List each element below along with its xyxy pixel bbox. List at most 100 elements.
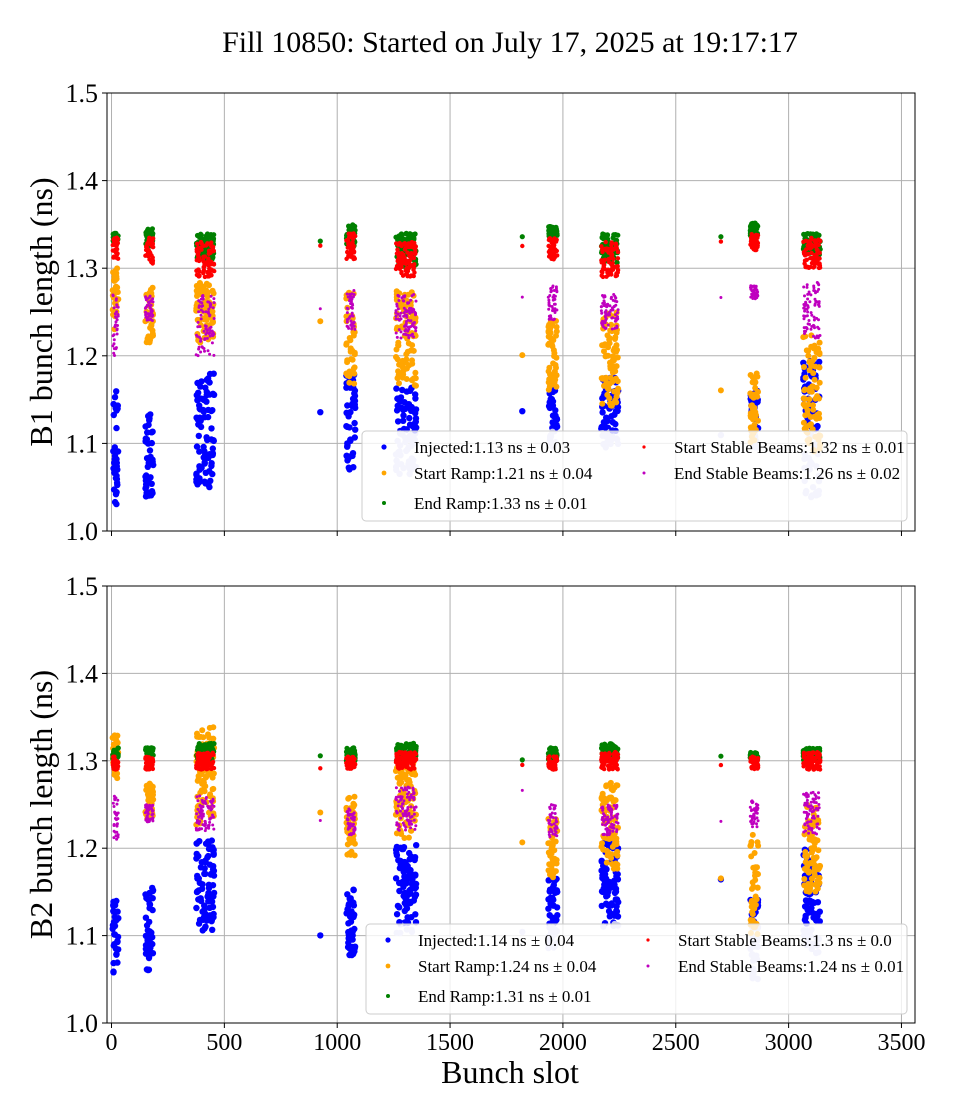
start-ramp-point <box>351 364 358 371</box>
start-ramp-point <box>397 778 404 785</box>
end-stable-point <box>817 327 821 331</box>
end-stable-point <box>406 301 410 305</box>
end-stable-point <box>399 795 403 799</box>
end-stable-point <box>204 796 208 799</box>
end-stable-point <box>548 813 552 817</box>
end-stable-point <box>198 325 202 329</box>
injected-point <box>202 469 209 476</box>
end-stable-point <box>204 332 208 336</box>
start-ramp-point <box>801 364 807 370</box>
end-stable-point <box>554 819 558 823</box>
end-stable-point <box>403 786 407 790</box>
end-stable-point <box>347 833 351 837</box>
start-ramp-point <box>811 354 818 361</box>
start-stable-point <box>751 757 757 762</box>
start-ramp-point <box>607 402 614 409</box>
injected-point <box>209 926 216 933</box>
start-ramp-point <box>816 349 823 356</box>
end-stable-point <box>408 798 412 802</box>
start-stable-point <box>809 250 814 256</box>
end-stable-point <box>113 817 117 820</box>
end-ramp-point <box>149 745 155 751</box>
start-ramp-point <box>344 372 351 379</box>
end-stable-point <box>553 826 557 830</box>
start-stable-point <box>204 750 210 756</box>
start-ramp-point <box>717 875 724 882</box>
end-stable-point <box>144 310 147 314</box>
injected-point <box>395 396 403 404</box>
end-ramp-point <box>346 223 352 229</box>
start-stable-point <box>150 758 155 763</box>
start-ramp-point <box>603 859 610 866</box>
injected-point <box>400 417 407 424</box>
start-ramp-point <box>203 280 210 287</box>
injected-point <box>202 840 210 847</box>
start-ramp-point <box>612 397 619 404</box>
injected-point <box>193 840 200 847</box>
end-stable-point <box>409 826 413 830</box>
start-stable-point <box>809 235 814 241</box>
injected-point <box>546 888 553 895</box>
end-ramp-point <box>610 235 616 241</box>
injected-point <box>111 931 118 938</box>
start-ramp-point <box>148 797 155 804</box>
end-stable-point <box>116 833 120 837</box>
end-stable-point <box>403 809 407 813</box>
end-stable-point <box>813 303 817 307</box>
end-stable-point <box>604 326 607 330</box>
injected-point <box>548 398 555 405</box>
start-stable-point <box>399 264 404 270</box>
end-stable-point <box>211 306 215 310</box>
start-stable-point <box>413 751 418 757</box>
injected-point <box>396 904 403 911</box>
end-stable-point <box>601 323 605 327</box>
end-stable-point <box>409 805 413 809</box>
injected-point <box>400 412 407 419</box>
end-stable-point <box>210 807 214 811</box>
injected-point <box>143 891 150 899</box>
start-stable-point <box>804 257 809 262</box>
injected-point <box>393 407 401 414</box>
end-stable-point <box>199 308 203 312</box>
end-ramp-point <box>317 238 323 244</box>
end-stable-point <box>111 801 115 805</box>
start-stable-point <box>114 247 120 252</box>
start-stable-point <box>404 764 409 769</box>
injected-point <box>610 880 617 887</box>
end-stable-point <box>398 314 402 318</box>
injected-point <box>146 447 154 454</box>
end-ramp-point <box>549 747 555 753</box>
start-ramp-point <box>412 369 419 376</box>
start-stable-point <box>206 274 211 279</box>
start-stable-point <box>614 755 619 760</box>
start-stable-point <box>520 243 525 249</box>
injected-point <box>193 443 201 450</box>
start-stable-point <box>602 761 607 766</box>
injected-point <box>393 852 401 859</box>
start-ramp-point <box>751 850 758 856</box>
end-stable-point <box>394 317 398 321</box>
end-stable-point <box>350 327 354 331</box>
end-ramp-point <box>804 231 810 237</box>
end-stable-point <box>399 798 403 802</box>
end-stable-point <box>547 303 551 307</box>
end-stable-point <box>195 795 199 799</box>
injected-point <box>403 902 410 910</box>
end-stable-point <box>209 302 212 305</box>
injected-point <box>406 414 413 422</box>
start-stable-point <box>349 761 354 767</box>
start-stable-point <box>144 244 149 250</box>
end-stable-point <box>399 816 403 820</box>
end-stable-point <box>609 297 613 300</box>
end-stable-point <box>406 333 410 337</box>
end-stable-point <box>345 320 349 324</box>
end-stable-point <box>145 810 149 814</box>
start-ramp-point <box>606 380 613 387</box>
start-stable-point <box>211 752 216 757</box>
start-ramp-point <box>816 364 822 371</box>
start-ramp-point <box>546 861 553 868</box>
start-stable-point <box>396 251 401 256</box>
end-stable-point <box>409 298 413 302</box>
end-stable-point <box>144 296 148 300</box>
end-stable-point <box>402 299 406 303</box>
